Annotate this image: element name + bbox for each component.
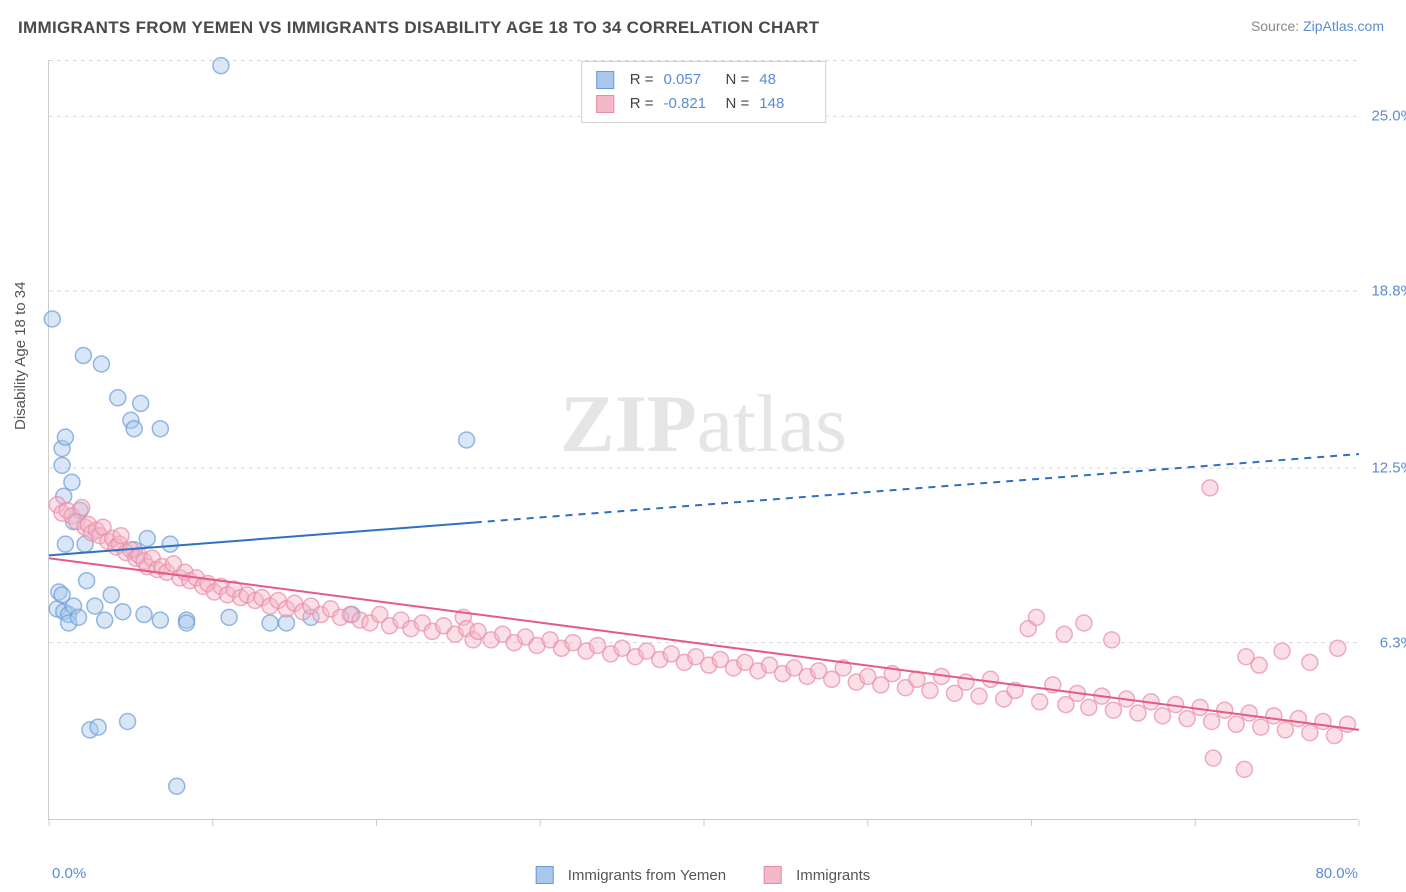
source-label: Source: xyxy=(1251,18,1303,34)
legend-n-label: N = xyxy=(726,68,750,92)
x-axis-min-label: 0.0% xyxy=(52,865,86,882)
y-tick-label: 18.8% xyxy=(1364,282,1406,299)
legend-r-value: 0.057 xyxy=(664,68,716,92)
legend-r-label: R = xyxy=(630,92,654,116)
series-name: Immigrants xyxy=(796,867,870,884)
legend-n-value: 148 xyxy=(759,92,811,116)
legend-row-1: R = -0.821 N = 148 xyxy=(596,92,812,116)
y-tick-label: 6.3% xyxy=(1364,634,1406,651)
chart-container: IMMIGRANTS FROM YEMEN VS IMMIGRANTS DISA… xyxy=(0,0,1406,892)
legend-r-label: R = xyxy=(630,68,654,92)
chart-svg xyxy=(49,60,1358,819)
x-axis-max-label: 80.0% xyxy=(1315,865,1358,882)
legend-swatch-icon xyxy=(596,95,614,113)
y-axis-label: Disability Age 18 to 34 xyxy=(12,282,29,430)
series-legend-item-0: Immigrants from Yemen xyxy=(536,866,726,884)
source-link[interactable]: ZipAtlas.com xyxy=(1303,18,1384,34)
source-credit: Source: ZipAtlas.com xyxy=(1251,18,1384,34)
plot-area: ZIPatlas 6.3%12.5%18.8%25.0% R = 0.057 N… xyxy=(48,60,1358,820)
legend-r-value: -0.821 xyxy=(664,92,716,116)
legend-swatch-icon xyxy=(596,71,614,89)
legend-swatch-icon xyxy=(764,866,782,884)
correlation-legend: R = 0.057 N = 48 R = -0.821 N = 148 xyxy=(581,61,827,123)
legend-row-0: R = 0.057 N = 48 xyxy=(596,68,812,92)
series-name: Immigrants from Yemen xyxy=(568,867,726,884)
y-tick-label: 12.5% xyxy=(1364,460,1406,477)
y-tick-label: 25.0% xyxy=(1364,108,1406,125)
legend-n-value: 48 xyxy=(759,68,811,92)
legend-n-label: N = xyxy=(726,92,750,116)
series-legend: Immigrants from Yemen Immigrants xyxy=(536,866,871,884)
legend-swatch-icon xyxy=(536,866,554,884)
chart-title: IMMIGRANTS FROM YEMEN VS IMMIGRANTS DISA… xyxy=(18,18,819,38)
series-legend-item-1: Immigrants xyxy=(764,866,870,884)
